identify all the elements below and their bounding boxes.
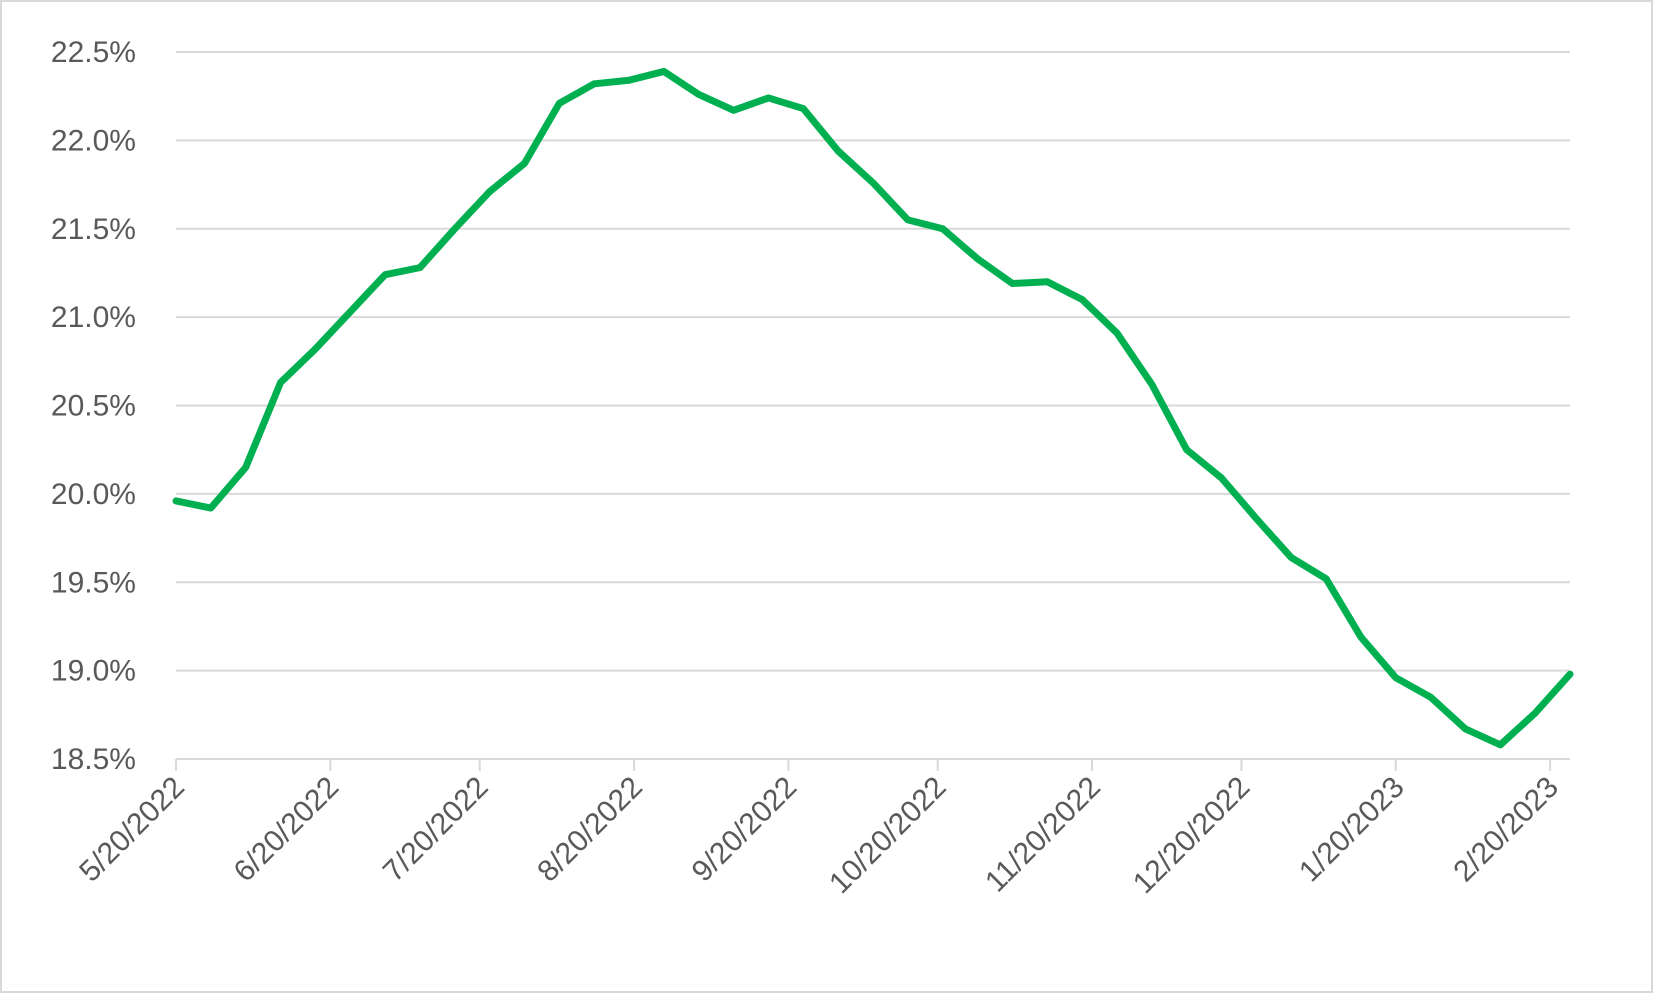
data-line (172, 67, 1574, 749)
y-tick-label: 19.5% (51, 566, 136, 599)
y-tick-label: 22.0% (51, 124, 136, 157)
y-tick-label: 21.0% (51, 301, 136, 334)
y-tick-label: 21.5% (51, 213, 136, 246)
y-tick-label: 19.0% (51, 655, 136, 688)
y-tick-label: 20.5% (51, 390, 136, 423)
y-tick-label: 20.0% (51, 478, 136, 511)
y-tick-label: 22.5% (51, 36, 136, 69)
y-tick-label: 18.5% (51, 743, 136, 776)
